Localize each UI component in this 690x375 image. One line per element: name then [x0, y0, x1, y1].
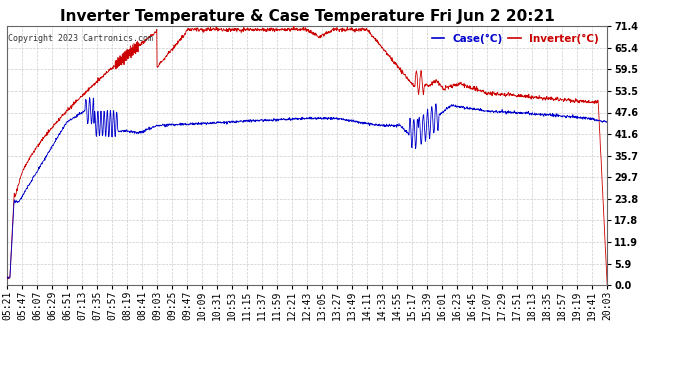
Title: Inverter Temperature & Case Temperature Fri Jun 2 20:21: Inverter Temperature & Case Temperature … — [59, 9, 555, 24]
Text: Copyright 2023 Cartronics.com: Copyright 2023 Cartronics.com — [8, 34, 153, 43]
Legend: Case(°C), Inverter(°C): Case(°C), Inverter(°C) — [428, 30, 603, 48]
